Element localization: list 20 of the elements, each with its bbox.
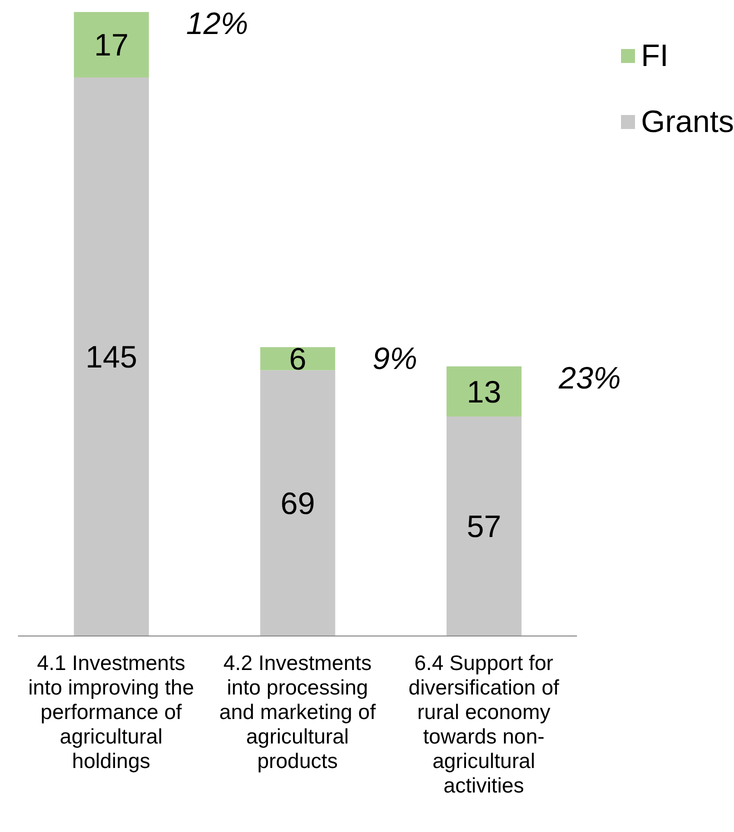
annotation: 12% [186, 6, 248, 41]
legend-label: Grants [640, 104, 734, 140]
bar [446, 366, 522, 416]
x-tick-label: 6.4 Support for diversification of rural economy towards non-agricultural activities [408, 652, 560, 798]
bar [74, 12, 149, 78]
x-tick-label: 4.1 Investments into improving the performance of agricultural holdings [28, 652, 194, 773]
data-label: 17 [94, 28, 129, 63]
bar [260, 347, 336, 370]
annotation: 23% [558, 360, 621, 396]
data-label: 57 [466, 509, 502, 544]
bar [74, 77, 149, 636]
bar [446, 416, 522, 636]
data-label: 13 [466, 374, 502, 410]
data-label: 145 [86, 340, 138, 375]
legend-label: FI [640, 38, 669, 74]
x-tick-label: 4.2 Investments into processing and marketing of agricultural products [219, 652, 376, 773]
data-label: 6 [289, 342, 306, 377]
annotation: 9% [372, 341, 418, 376]
data-label: 69 [280, 486, 315, 522]
bar [260, 370, 336, 636]
